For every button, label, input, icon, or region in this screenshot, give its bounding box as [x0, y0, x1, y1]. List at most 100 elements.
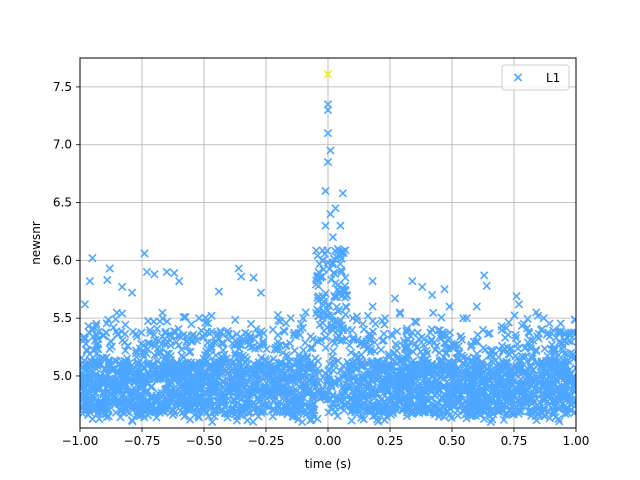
data-point: [549, 406, 558, 415]
data-point: [436, 372, 446, 381]
data-point: [134, 400, 143, 409]
data-point: [456, 390, 466, 400]
data-point: [442, 348, 451, 357]
data-point: [556, 366, 566, 375]
data-point: [513, 354, 522, 363]
legend-marker-l1: [513, 73, 523, 82]
data-point: [329, 399, 339, 408]
data-point: [179, 330, 188, 340]
data-point: [524, 407, 534, 416]
x-axis-label: time (s): [305, 457, 352, 471]
data-point: [443, 398, 453, 408]
data-point: [157, 404, 167, 413]
data-point: [356, 361, 365, 371]
data-point: [220, 364, 229, 373]
data-point: [304, 363, 313, 373]
data-point: [479, 343, 488, 353]
data-point: [391, 404, 400, 413]
data-point: [540, 412, 550, 421]
data-point: [440, 285, 449, 294]
data-point: [321, 393, 330, 402]
data-point: [453, 411, 463, 420]
data-point: [101, 364, 110, 373]
data-point: [106, 337, 116, 347]
data-point: [513, 339, 522, 349]
data-point: [207, 344, 216, 354]
data-point: [515, 398, 524, 407]
data-point: [436, 373, 446, 382]
data-point: [561, 328, 570, 338]
data-point: [328, 391, 337, 400]
data-point: [312, 276, 321, 285]
data-point: [570, 376, 576, 386]
data-point: [427, 359, 436, 369]
data-point: [172, 338, 181, 347]
data-point: [542, 330, 552, 339]
data-point: [331, 204, 340, 213]
data-point: [529, 390, 538, 399]
data-point: [419, 340, 428, 350]
data-point: [392, 327, 402, 336]
data-point: [328, 347, 338, 356]
data-point: [467, 404, 476, 413]
data-point: [323, 128, 333, 138]
data-point: [226, 362, 235, 371]
data-point: [526, 363, 535, 372]
data-point: [285, 406, 294, 416]
data-point: [514, 300, 524, 309]
data-point: [429, 364, 438, 373]
data-point: [308, 334, 317, 344]
data-point: [387, 329, 396, 339]
data-point: [406, 363, 415, 373]
data-point: [201, 318, 210, 327]
data-point: [237, 370, 246, 380]
data-point: [323, 100, 333, 109]
data-point: [411, 339, 420, 349]
data-point: [471, 367, 480, 377]
data-point: [496, 404, 505, 414]
data-point: [111, 314, 120, 324]
data-point: [298, 323, 307, 333]
data-point: [338, 372, 347, 381]
data-point: [340, 285, 349, 294]
data-point: [338, 189, 348, 198]
data-point: [92, 322, 101, 331]
data-point: [510, 376, 519, 385]
data-point: [553, 327, 562, 337]
data-point: [160, 360, 170, 369]
data-point: [551, 413, 560, 422]
data-point: [281, 377, 291, 387]
data-point: [323, 157, 333, 167]
data-point: [477, 400, 487, 409]
data-point: [80, 332, 89, 342]
data-point: [314, 268, 323, 277]
data-point: [268, 325, 278, 334]
data-point: [345, 375, 354, 384]
data-point: [172, 358, 182, 367]
data-point: [435, 326, 444, 335]
data-point: [80, 358, 87, 367]
data-point: [339, 382, 348, 391]
data-point: [124, 359, 134, 368]
data-point: [161, 339, 170, 348]
data-point: [330, 339, 339, 348]
data-point: [337, 267, 347, 277]
data-point: [475, 400, 485, 409]
data-point: [111, 408, 121, 417]
data-point: [452, 396, 461, 406]
data-point: [321, 333, 330, 342]
data-point: [280, 327, 289, 336]
data-point: [402, 324, 412, 333]
data-point: [181, 312, 190, 322]
data-point: [516, 389, 526, 399]
data-point: [261, 399, 270, 409]
data-point: [516, 382, 526, 392]
data-point: [135, 410, 144, 419]
data-point: [125, 408, 134, 418]
data-point: [425, 375, 434, 385]
data-point: [250, 382, 259, 391]
data-point: [308, 343, 317, 353]
data-point: [232, 382, 241, 392]
data-point: [312, 308, 321, 318]
data-point: [139, 346, 148, 355]
